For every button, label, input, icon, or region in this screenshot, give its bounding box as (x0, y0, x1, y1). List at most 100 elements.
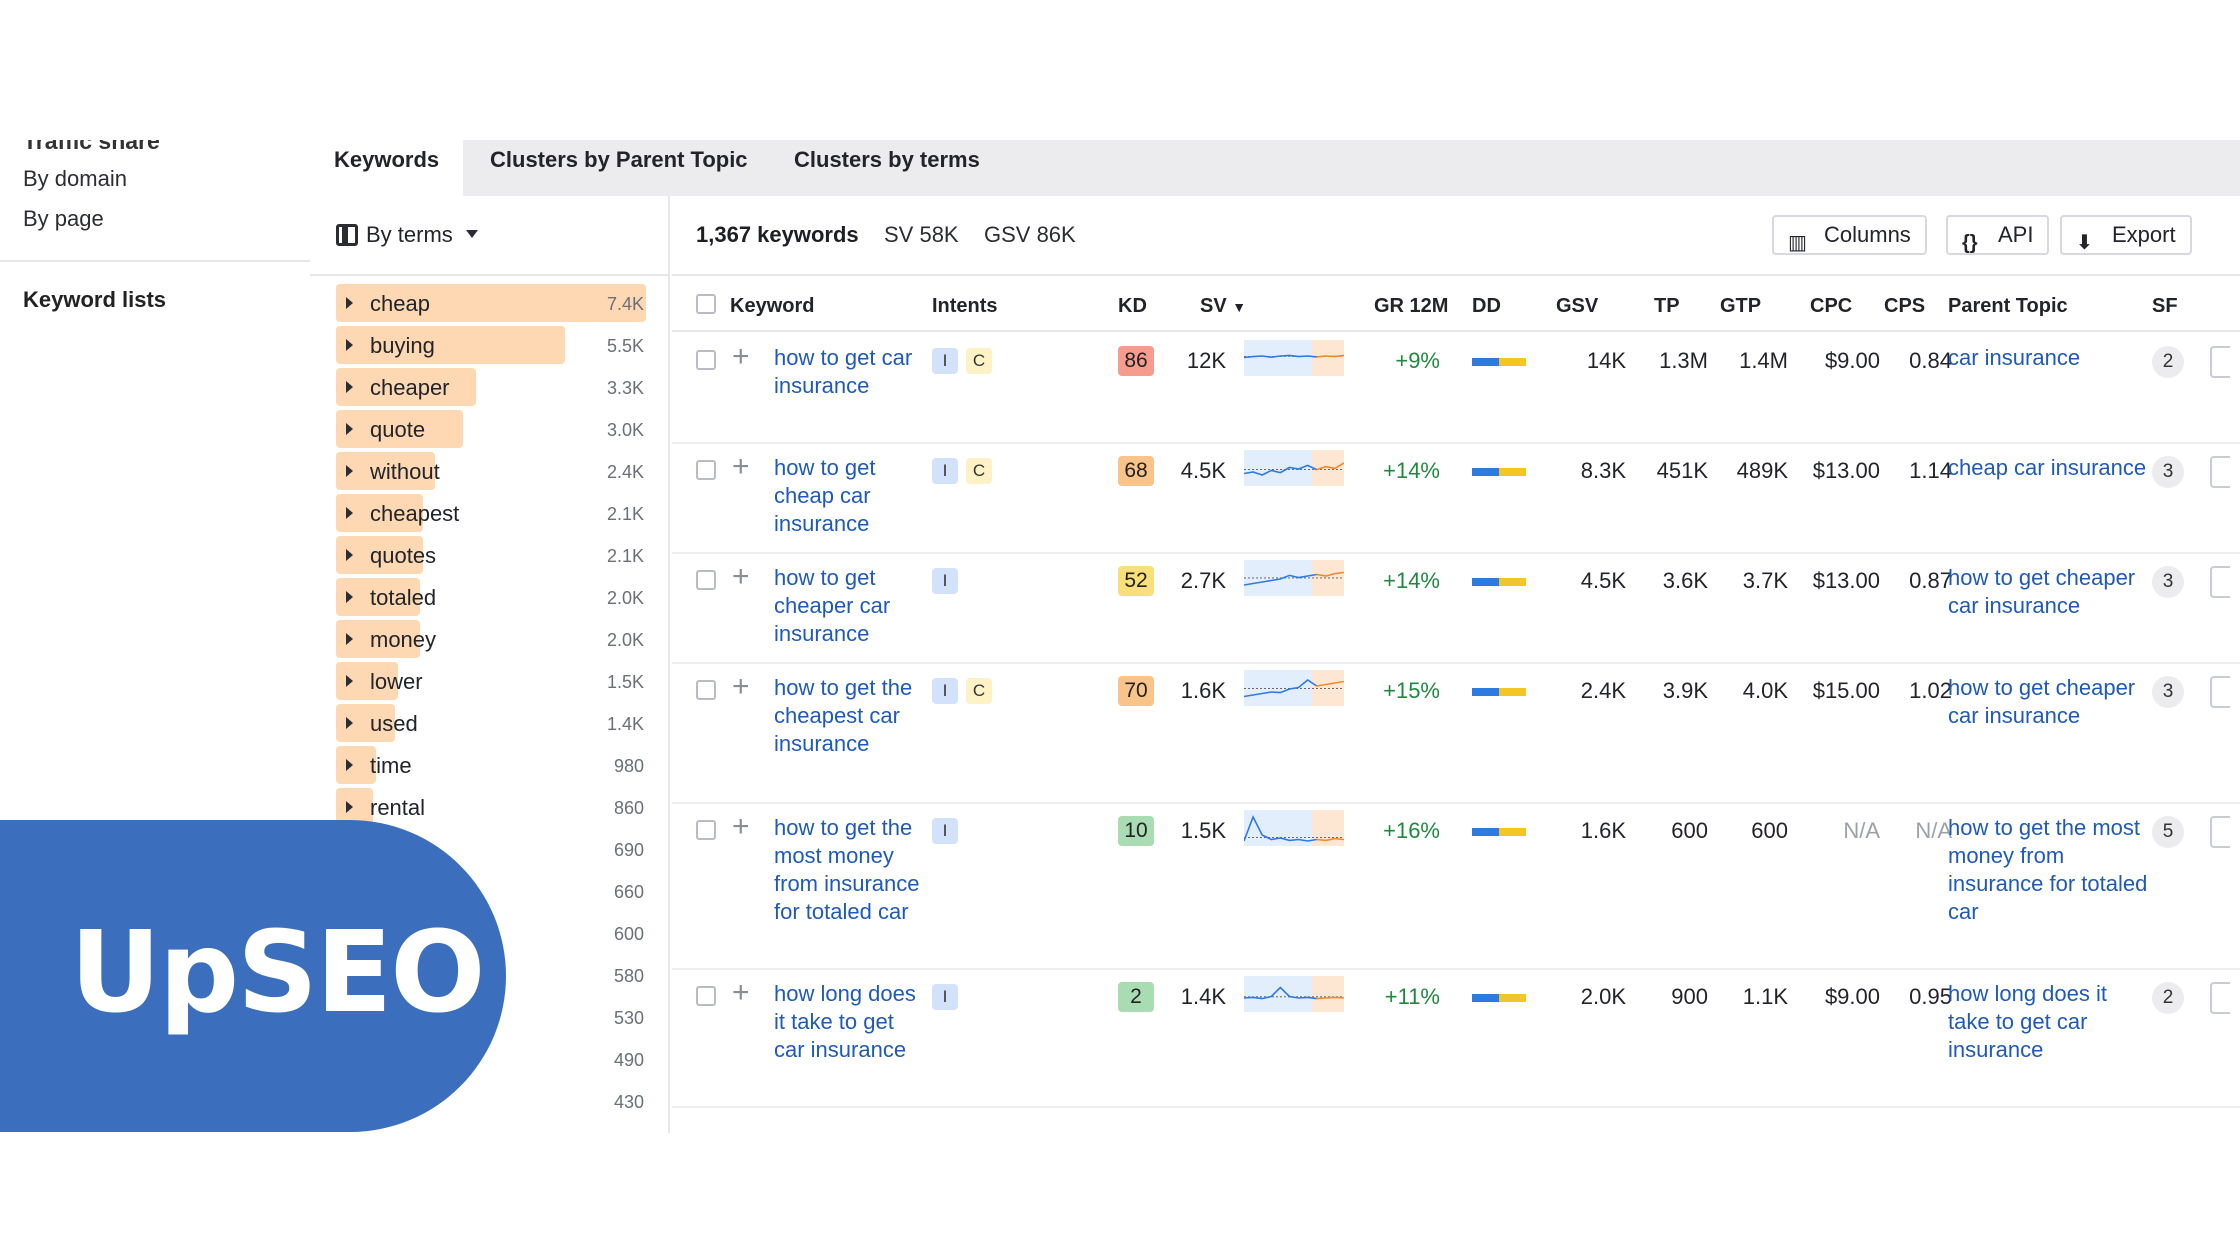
sf-count-badge[interactable]: 3 (2152, 566, 2184, 598)
columns-button[interactable]: ▥ Columns (1772, 215, 1927, 255)
select-all-checkbox[interactable] (696, 294, 716, 314)
sf-count-badge[interactable]: 3 (2152, 676, 2184, 708)
keyword-link[interactable]: how to get car insurance (774, 345, 913, 398)
col-intents[interactable]: Intents (932, 295, 998, 317)
row-action-edge[interactable] (2210, 346, 2230, 378)
row-action-edge[interactable] (2210, 456, 2230, 488)
expand-triangle-icon[interactable] (346, 717, 353, 729)
terms-group-dropdown[interactable]: By terms (366, 222, 453, 247)
term-label: lower (370, 669, 423, 694)
sf-count-badge[interactable]: 2 (2152, 982, 2184, 1014)
row-action-edge[interactable] (2210, 676, 2230, 708)
add-to-list-icon[interactable]: + (732, 560, 750, 593)
row-action-edge[interactable] (2210, 566, 2230, 598)
row-checkbox[interactable] (696, 570, 716, 590)
col-gtp[interactable]: GTP (1720, 295, 1762, 317)
nav-link-by-page[interactable]: By page (23, 206, 104, 231)
col-dd[interactable]: DD (1472, 295, 1501, 317)
col-sf[interactable]: SF (2152, 295, 2178, 317)
total-gsv: GSV 86K (984, 222, 1076, 247)
expand-triangle-icon[interactable] (346, 759, 353, 771)
sf-count-badge[interactable]: 5 (2152, 816, 2184, 848)
term-item[interactable]: cheap 7.4K (336, 284, 656, 322)
row-checkbox[interactable] (696, 986, 716, 1006)
parent-topic-link[interactable]: how to get cheaper car insurance (1948, 565, 2136, 618)
col-tp[interactable]: TP (1654, 295, 1680, 317)
export-button[interactable]: ⬇ Export (2060, 215, 2192, 255)
table-row[interactable]: + how long does it take to get car insura… (672, 970, 2240, 1108)
keyword-link[interactable]: how to get the cheapest car insurance (774, 675, 913, 756)
panel-toggle-icon[interactable] (336, 224, 358, 246)
term-item[interactable]: quotes 2.1K (336, 536, 656, 574)
add-to-list-icon[interactable]: + (732, 340, 750, 373)
row-action-edge[interactable] (2210, 982, 2230, 1014)
parent-topic-link[interactable]: cheap car insurance (1948, 455, 2147, 480)
row-checkbox[interactable] (696, 460, 716, 480)
col-kd[interactable]: KD (1118, 295, 1147, 317)
api-button[interactable]: {} API (1946, 215, 2050, 255)
col-gsv[interactable]: GSV (1556, 295, 1599, 317)
table-row[interactable]: + how to get cheaper car insurance I 52 2.7K… (672, 554, 2240, 664)
keyword-link[interactable]: how long does it take to get car insuran… (774, 981, 916, 1062)
add-to-list-icon[interactable]: + (732, 450, 750, 483)
expand-triangle-icon[interactable] (346, 591, 353, 603)
expand-triangle-icon[interactable] (346, 297, 353, 309)
terms-panel-header[interactable]: By terms (310, 196, 668, 276)
keyword-link[interactable]: how to get cheaper car insurance (774, 565, 891, 646)
row-checkbox[interactable] (696, 350, 716, 370)
tab-clusters-by-terms[interactable]: Clusters by terms (794, 147, 980, 172)
row-checkbox[interactable] (696, 820, 716, 840)
col-gr-12m[interactable]: GR 12M (1374, 295, 1449, 317)
sf-count-badge[interactable]: 2 (2152, 346, 2184, 378)
sv-value: 12K (1186, 348, 1226, 373)
term-item[interactable]: rental 860 (336, 788, 656, 826)
add-to-list-icon[interactable]: + (732, 670, 750, 703)
term-item[interactable]: buying 5.5K (336, 326, 656, 364)
table-row[interactable]: + how to get cheap car insurance I C 68 4.5K 8… (672, 444, 2240, 554)
nav-link-by-domain[interactable]: By domain (23, 166, 127, 191)
term-item[interactable]: without 2.4K (336, 452, 656, 490)
row-action-edge[interactable] (2210, 816, 2230, 848)
keyword-link[interactable]: how to get cheap car insurance (774, 455, 876, 536)
expand-triangle-icon[interactable] (346, 633, 353, 645)
term-count: 5.5K (606, 336, 644, 356)
tab-clusters-by-parent-topic[interactable]: Clusters by Parent Topic (490, 147, 748, 172)
expand-triangle-icon[interactable] (346, 465, 353, 477)
cps-value: 1.14 (1909, 458, 1952, 483)
parent-topic-link[interactable]: how long does it take to get car insuran… (1948, 981, 2107, 1062)
row-checkbox[interactable] (696, 680, 716, 700)
term-item[interactable]: time 980 (336, 746, 656, 784)
expand-triangle-icon[interactable] (346, 507, 353, 519)
nav-section-keyword-lists[interactable]: Keyword lists (23, 287, 167, 312)
tab-keywords[interactable]: Keywords (310, 140, 464, 196)
expand-triangle-icon[interactable] (346, 549, 353, 561)
term-item[interactable]: totaled 2.0K (336, 578, 656, 616)
parent-topic-link[interactable]: car insurance (1948, 345, 2081, 370)
col-cpc[interactable]: CPC (1810, 295, 1853, 317)
table-row[interactable]: + how to get car insurance I C 86 12K 14K 1.3M 1… (672, 334, 2240, 444)
parent-topic-link[interactable]: how to get the most money from insurance… (1948, 815, 2148, 924)
table-row[interactable]: + how to get the most money from insuranc… (672, 804, 2240, 970)
term-item[interactable]: cheaper 3.3K (336, 368, 656, 406)
expand-triangle-icon[interactable] (346, 339, 353, 351)
expand-triangle-icon[interactable] (346, 801, 353, 813)
sf-count-badge[interactable]: 3 (2152, 456, 2184, 488)
term-item[interactable]: quote 3.0K (336, 410, 656, 448)
col-parent-topic[interactable]: Parent Topic (1948, 295, 2068, 317)
term-item[interactable]: used 1.4K (336, 704, 656, 742)
col-cps[interactable]: CPS (1884, 295, 1926, 317)
col-keyword[interactable]: Keyword (730, 295, 815, 317)
table-row[interactable]: + how to get the cheapest car insurance I C… (672, 664, 2240, 804)
add-to-list-icon[interactable]: + (732, 976, 750, 1009)
term-item[interactable]: money 2.0K (336, 620, 656, 658)
term-item[interactable]: cheapest 2.1K (336, 494, 656, 532)
expand-triangle-icon[interactable] (346, 675, 353, 687)
expand-triangle-icon[interactable] (346, 381, 353, 393)
col-sv[interactable]: SV ▼ (1200, 295, 1246, 318)
add-to-list-icon[interactable]: + (732, 810, 750, 843)
expand-triangle-icon[interactable] (346, 423, 353, 435)
caret-down-icon[interactable] (466, 230, 478, 238)
keyword-link[interactable]: how to get the most money from insurance… (774, 815, 920, 924)
term-item[interactable]: lower 1.5K (336, 662, 656, 700)
parent-topic-link[interactable]: how to get cheaper car insurance (1948, 675, 2136, 728)
